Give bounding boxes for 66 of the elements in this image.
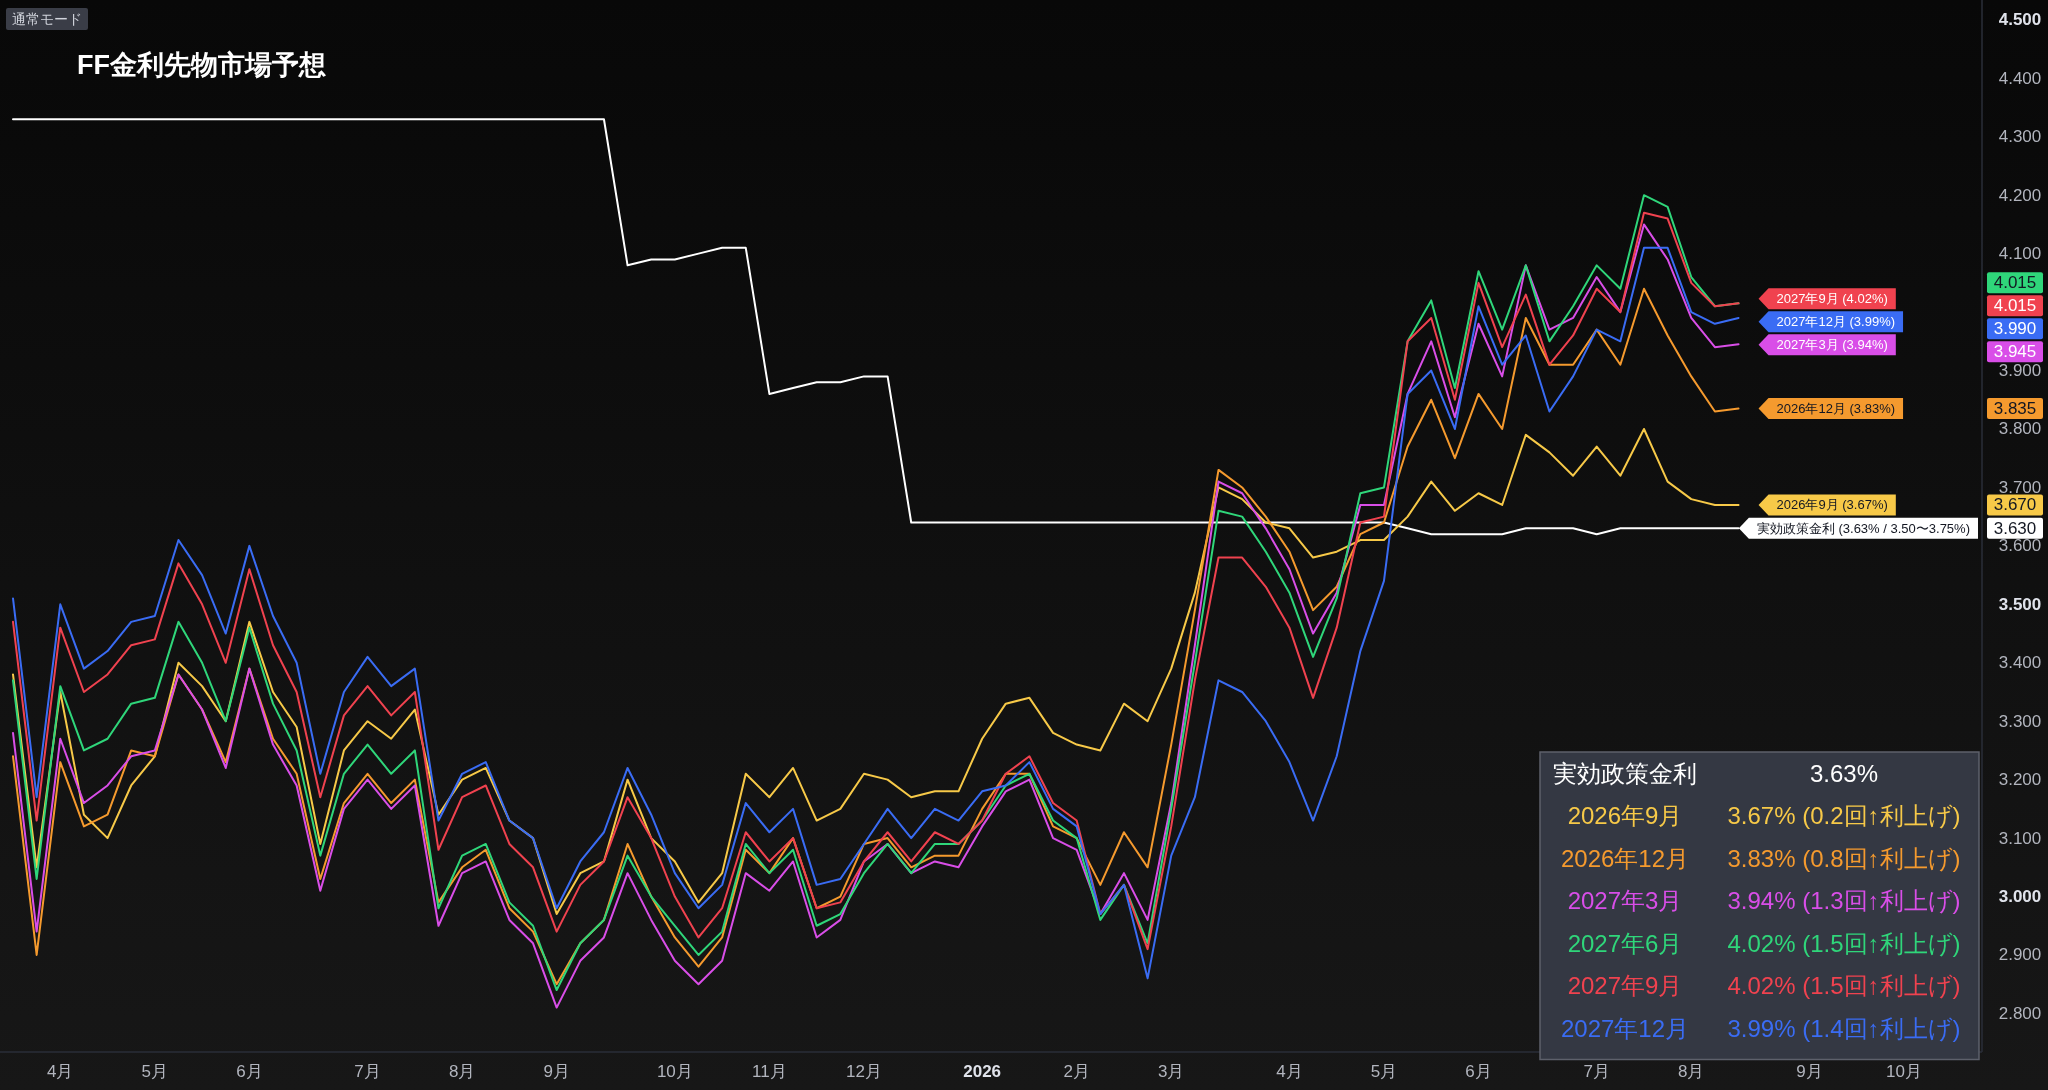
text: 2027年3月 (3.94%) bbox=[1776, 337, 1888, 353]
annotation: 4.02% (1.5回↑利上げ) bbox=[1727, 929, 1961, 957]
y-tick-label: 4.500 bbox=[1998, 10, 2042, 30]
x-tick-label: 2026 bbox=[963, 1061, 1002, 1081]
x-tick-label: 8月 bbox=[1678, 1061, 1705, 1081]
y-tick-label: 2.800 bbox=[1998, 1003, 2042, 1023]
y-tick-label: 3.400 bbox=[1998, 653, 2042, 673]
y-tick-label: 3.700 bbox=[1998, 477, 2042, 497]
x-tick-label: 11月 bbox=[752, 1061, 787, 1081]
y-tick-label: 4.200 bbox=[1998, 185, 2042, 205]
text: 3.990 bbox=[1993, 319, 2037, 339]
annotation: 3.99% (1.4回↑利上げ) bbox=[1727, 1014, 1961, 1042]
annotation: 3.67% (0.2回↑利上げ) bbox=[1727, 802, 1961, 829]
annotation: 3.83% (0.8回↑利上げ) bbox=[1727, 844, 1961, 872]
text: 2027年12月 (3.99%) bbox=[1776, 314, 1896, 330]
text: FF金利先物市場予想 bbox=[77, 50, 326, 80]
x-tick-label: 4月 bbox=[1276, 1061, 1303, 1081]
x-tick-label: 9月 bbox=[1796, 1061, 1823, 1081]
text: 2026年9月 (3.67%) bbox=[1776, 497, 1888, 513]
y-tick-label: 3.300 bbox=[1998, 711, 2042, 731]
y-tick-label: 4.300 bbox=[1998, 127, 2042, 147]
text: 2026年12月 (3.83%) bbox=[1776, 401, 1896, 417]
y-tick-label: 3.900 bbox=[1998, 361, 2042, 381]
annotation: 実効政策金利 bbox=[1553, 759, 1697, 787]
y-tick-label: 2.900 bbox=[1998, 945, 2042, 965]
y-tick-label: 4.100 bbox=[1998, 244, 2042, 264]
annotation: 2027年9月 bbox=[1567, 972, 1683, 999]
x-tick-label: 4月 bbox=[47, 1061, 74, 1081]
text: 3.670 bbox=[1993, 495, 2037, 515]
y-tick-label: 3.500 bbox=[1998, 594, 2042, 614]
x-tick-label: 7月 bbox=[1583, 1061, 1610, 1081]
text: 3.945 bbox=[1993, 342, 2037, 362]
x-tick-label: 5月 bbox=[1370, 1061, 1398, 1081]
text: 2027年9月 (4.02%) bbox=[1776, 291, 1888, 307]
annotation: 2026年9月 bbox=[1567, 802, 1683, 829]
x-tick-label: 12月 bbox=[845, 1061, 882, 1081]
x-tick-label: 8月 bbox=[448, 1061, 476, 1081]
annotation: 3.63% bbox=[1809, 759, 1879, 787]
y-tick-label: 3.600 bbox=[1998, 536, 2042, 556]
annotation: 2026年12月 bbox=[1560, 844, 1690, 872]
x-tick-label: 6月 bbox=[236, 1061, 263, 1081]
x-tick-label: 2月 bbox=[1063, 1061, 1090, 1081]
y-tick-label: 4.400 bbox=[1998, 68, 2042, 88]
y-tick-label: 3.000 bbox=[1998, 887, 2042, 907]
x-tick-label: 3月 bbox=[1158, 1061, 1185, 1081]
text: 3.630 bbox=[1993, 518, 2037, 538]
annotation: 3.94% (1.3回↑利上げ) bbox=[1727, 887, 1961, 914]
text: 4.015 bbox=[1993, 273, 2037, 293]
x-tick-label: 6月 bbox=[1465, 1061, 1492, 1081]
mode-badge: 通常モード bbox=[6, 8, 88, 30]
annotation: 通常モード bbox=[12, 11, 82, 27]
annotation: 4.02% (1.5回↑利上げ) bbox=[1727, 972, 1961, 999]
text: 4.015 bbox=[1993, 296, 2037, 316]
annotation: 2027年3月 bbox=[1567, 887, 1683, 914]
y-tick-label: 3.100 bbox=[1998, 828, 2042, 848]
annotation: 2027年12月 bbox=[1560, 1014, 1690, 1042]
annotation: 2027年6月 bbox=[1567, 929, 1683, 957]
x-tick-label: 9月 bbox=[543, 1061, 570, 1081]
x-tick-label: 5月 bbox=[141, 1061, 169, 1081]
y-tick-label: 3.800 bbox=[1998, 419, 2042, 439]
x-tick-label: 7月 bbox=[354, 1061, 381, 1081]
y-tick-label: 3.200 bbox=[1998, 770, 2042, 790]
text: 3.835 bbox=[1993, 399, 2037, 419]
x-tick-label: 10月 bbox=[1886, 1061, 1922, 1081]
legend-label: 実効政策金利 (3.63% / 3.50〜3.75%) bbox=[1756, 520, 1970, 536]
x-tick-label: 10月 bbox=[656, 1061, 693, 1081]
